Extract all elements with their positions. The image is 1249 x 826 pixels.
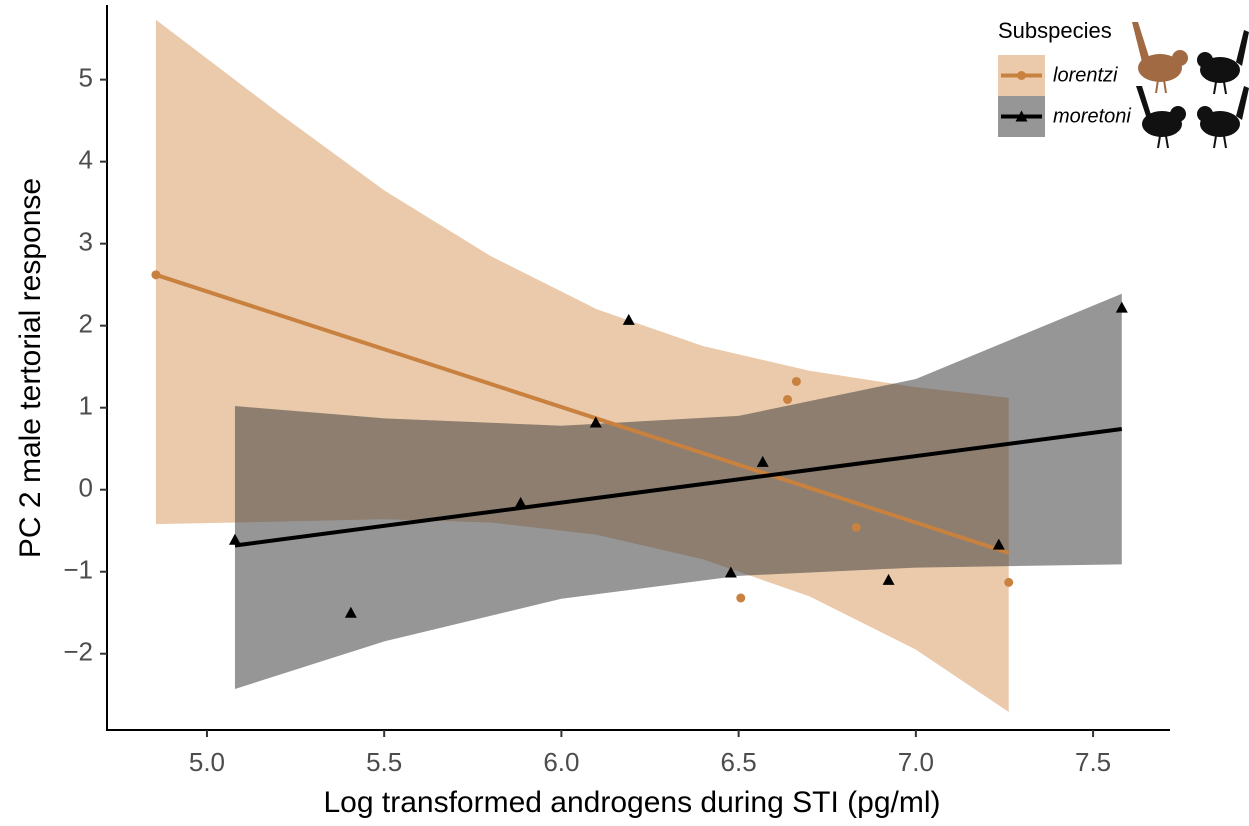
y-tick-label: 4 — [79, 145, 93, 175]
y-tick-label: 3 — [79, 227, 93, 257]
x-tick-label: 7.0 — [898, 747, 934, 777]
bird-icons — [1132, 22, 1249, 148]
x-tick-label: 6.0 — [543, 747, 579, 777]
y-tick-label: 5 — [79, 63, 93, 93]
chart: Log transformed androgens during STI (pg… — [0, 0, 1249, 826]
y-axis-title: PC 2 male tertorial response — [14, 178, 47, 558]
point — [852, 523, 861, 532]
y-tick-label: 0 — [79, 473, 93, 503]
x-tick-label: 6.5 — [721, 747, 757, 777]
bird-icon — [1197, 86, 1249, 148]
legend-label: lorentzi — [1053, 64, 1118, 86]
x-tick-label: 7.5 — [1075, 747, 1111, 777]
legend-title: Subspecies — [998, 18, 1112, 43]
y-tick-label: −1 — [63, 555, 93, 585]
bird-icon — [1132, 22, 1188, 93]
point — [1004, 578, 1013, 587]
y-tick-label: 2 — [79, 309, 93, 339]
legend-label: moretoni — [1053, 105, 1131, 127]
y-tick-label: 1 — [79, 391, 93, 421]
point — [792, 377, 801, 386]
point — [783, 395, 792, 404]
bird-icon — [1136, 86, 1186, 148]
point — [736, 593, 745, 602]
bird-icon — [1197, 30, 1249, 94]
x-tick-label: 5.5 — [366, 747, 402, 777]
y-tick-label: −2 — [63, 637, 93, 667]
plot-area — [151, 20, 1127, 712]
point — [151, 270, 160, 279]
x-tick-label: 5.0 — [189, 747, 225, 777]
legend-marker — [1017, 71, 1026, 80]
x-axis-title: Log transformed androgens during STI (pg… — [324, 786, 941, 819]
